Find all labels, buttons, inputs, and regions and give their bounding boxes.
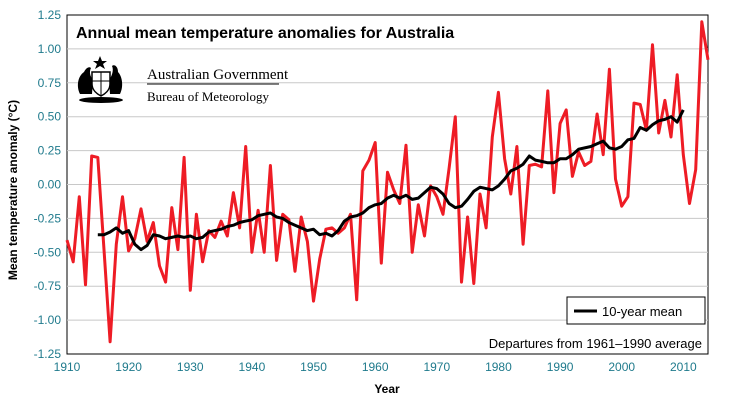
y-tick-label: -0.25 — [34, 211, 62, 225]
y-tick-labels: -1.25 -1.00 -0.75 -0.50 -0.25 0.00 0.25 0.50 0.7… — [34, 8, 62, 361]
y-tick-label: 1.25 — [38, 8, 62, 22]
bureau-name: Bureau of Meteorology — [147, 89, 270, 104]
x-tick-label: 1910 — [54, 360, 81, 374]
legend: 10-year mean — [566, 296, 706, 325]
coat-of-arms-icon — [77, 56, 123, 103]
legend-label-ten-year: 10-year mean — [602, 304, 682, 319]
x-tick-label: 1970 — [423, 360, 450, 374]
y-tick-label: 0.50 — [38, 110, 62, 124]
x-tick-labels: 1910 1920 1930 1940 1950 1960 1970 1980 1990 2000… — [54, 360, 697, 374]
y-tick-label: 1.00 — [38, 42, 62, 56]
x-tick-label: 1930 — [177, 360, 204, 374]
x-tick-label: 1950 — [300, 360, 327, 374]
x-tick-label: 1980 — [485, 360, 512, 374]
y-tick-label: 0.00 — [38, 178, 62, 192]
y-axis-label: Mean temperature anomaly (°C) — [6, 100, 20, 280]
x-axis-label: Year — [374, 382, 400, 396]
ten-year-mean-line — [97, 109, 685, 252]
x-tick-label: 2000 — [608, 360, 635, 374]
title-box — [68, 16, 488, 46]
x-tick-label: 2010 — [670, 360, 697, 374]
baseline-note: Departures from 1961–1990 average — [489, 336, 702, 351]
y-tick-label: 0.75 — [38, 76, 62, 90]
x-tick-label: 1990 — [547, 360, 574, 374]
y-tick-label: 0.25 — [38, 144, 62, 158]
y-tick-label: -0.75 — [34, 279, 62, 293]
y-tick-label: -0.50 — [34, 245, 62, 259]
org-name: Australian Government — [147, 67, 289, 83]
y-tick-label: -1.25 — [34, 347, 62, 361]
chart-title: Annual mean temperature anomalies for Au… — [76, 25, 454, 42]
x-tick-label: 1960 — [362, 360, 389, 374]
x-tick-label: 1940 — [239, 360, 266, 374]
y-tick-label: -1.00 — [34, 313, 62, 327]
x-tick-label: 1920 — [115, 360, 142, 374]
